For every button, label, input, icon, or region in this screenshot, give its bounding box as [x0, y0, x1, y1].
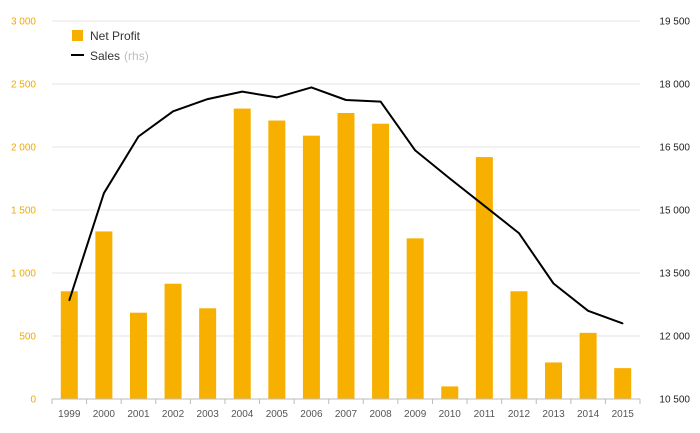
legend-sales-suffix: (rhs) — [124, 49, 149, 63]
bar-net-profit-2014 — [579, 332, 597, 399]
x-tick-label: 2001 — [127, 409, 150, 420]
sales-point-2013 — [552, 282, 555, 285]
bar-net-profit-2009 — [406, 238, 424, 399]
x-tick-label: 2000 — [93, 409, 116, 420]
x-tick-label: 2002 — [162, 409, 185, 420]
x-tick-label: 2014 — [577, 409, 600, 420]
sales-point-2008 — [379, 100, 382, 103]
sales-point-2001 — [137, 135, 140, 138]
left-tick-label: 1 000 — [11, 269, 36, 280]
bar-net-profit-1999 — [60, 291, 78, 399]
x-tick-label: 2011 — [474, 409, 496, 420]
left-tick-label: 1 500 — [11, 206, 36, 217]
left-tick-label: 2 000 — [11, 143, 36, 154]
x-tick-label: 2010 — [439, 409, 462, 420]
sales-point-2000 — [103, 192, 105, 194]
x-tick-label: 2003 — [197, 409, 220, 420]
bar-net-profit-2015 — [614, 368, 632, 399]
sales-point-2006 — [310, 86, 313, 89]
bar-net-profit-2010 — [441, 386, 459, 399]
bar-net-profit-2013 — [545, 362, 563, 399]
x-tick-label: 2009 — [404, 409, 427, 420]
bar-net-profit-2011 — [475, 157, 493, 399]
net-profit-bars — [60, 108, 632, 399]
bar-net-profit-2003 — [199, 308, 217, 399]
left-axis-ticks: 0 500 1 000 1 500 2 000 2 500 3 000 — [11, 17, 36, 406]
bar-net-profit-2004 — [233, 108, 251, 399]
left-tick-label: 500 — [19, 332, 36, 343]
left-tick-label: 0 — [30, 395, 36, 406]
bar-net-profit-2006 — [302, 135, 320, 399]
right-tick-label: 13 500 — [659, 269, 690, 280]
sales-point-2002 — [172, 110, 174, 113]
x-tick-label: 1999 — [58, 409, 81, 420]
right-tick-label: 15 000 — [659, 206, 690, 217]
sales-point-2015 — [621, 322, 624, 325]
x-tick-label: 2007 — [335, 409, 358, 420]
x-axis-ticks: 1999 2000 2001 2002 2003 2004 2005 2006 2007 2008… — [51, 399, 641, 420]
legend-net-profit-label: Net Profit — [90, 29, 141, 43]
legend-net-profit-swatch — [72, 30, 83, 41]
legend-sales-label: Sales (rhs) — [90, 49, 149, 63]
left-tick-label: 3 000 — [11, 17, 36, 28]
right-tick-label: 16 500 — [659, 143, 690, 154]
bar-net-profit-2008 — [372, 123, 390, 399]
bar-net-profit-2007 — [337, 112, 355, 399]
right-tick-label: 19 500 — [659, 17, 690, 28]
sales-point-2005 — [276, 96, 278, 99]
sales-point-1999 — [68, 299, 71, 302]
x-tick-label: 2013 — [542, 409, 565, 420]
x-tick-label: 2005 — [266, 409, 289, 420]
sales-point-2010 — [448, 177, 451, 180]
legend: Net Profit Sales (rhs) — [71, 29, 149, 63]
x-tick-label: 2004 — [231, 409, 254, 420]
legend-sales-name: Sales — [90, 49, 120, 63]
sales-line-layer — [68, 86, 624, 325]
bar-net-profit-2002 — [164, 283, 182, 399]
right-tick-label: 12 000 — [659, 332, 690, 343]
sales-point-2014 — [587, 310, 589, 312]
sales-point-2004 — [241, 90, 244, 93]
x-tick-label: 2008 — [369, 409, 392, 420]
bar-net-profit-2005 — [268, 120, 286, 399]
sales-point-2012 — [518, 232, 520, 234]
x-tick-label: 2006 — [300, 409, 323, 420]
right-axis-ticks: 10 500 12 000 13 500 15 000 16 500 18 000 19 5… — [659, 17, 690, 406]
sales-point-2011 — [483, 205, 486, 207]
bar-net-profit-2000 — [95, 231, 113, 399]
x-tick-label: 2012 — [508, 409, 531, 420]
bar-net-profit-2012 — [510, 291, 528, 399]
x-tick-label: 2015 — [612, 409, 635, 420]
sales-point-2003 — [206, 98, 209, 100]
sales-point-2007 — [345, 99, 347, 101]
sales-point-2009 — [414, 149, 416, 152]
left-tick-label: 2 500 — [11, 80, 36, 91]
right-tick-label: 10 500 — [659, 395, 690, 406]
right-tick-label: 18 000 — [659, 80, 690, 91]
bar-net-profit-2001 — [129, 312, 147, 399]
